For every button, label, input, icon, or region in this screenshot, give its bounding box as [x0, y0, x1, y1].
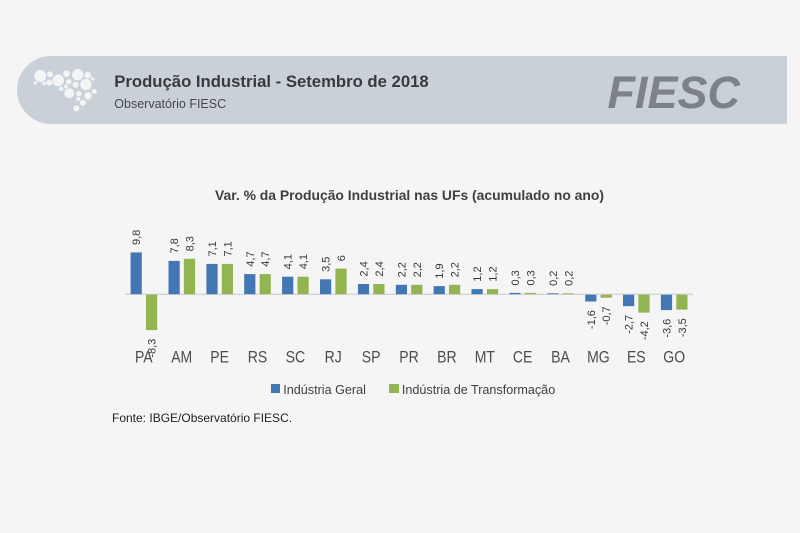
- svg-text:1,2: 1,2: [488, 266, 500, 281]
- svg-text:0,3: 0,3: [510, 270, 522, 285]
- svg-text:-3,5: -3,5: [677, 318, 689, 337]
- svg-text:3,5: 3,5: [321, 257, 333, 272]
- svg-text:-1,6: -1,6: [586, 310, 598, 329]
- svg-text:1,2: 1,2: [472, 266, 484, 281]
- svg-text:4,7: 4,7: [260, 251, 272, 266]
- svg-text:6: 6: [336, 255, 348, 261]
- svg-text:MT: MT: [475, 348, 495, 367]
- svg-text:4,1: 4,1: [283, 254, 295, 269]
- svg-text:4,7: 4,7: [245, 251, 257, 266]
- svg-text:PA: PA: [135, 348, 153, 367]
- svg-text:BR: BR: [437, 348, 457, 367]
- svg-text:2,2: 2,2: [396, 262, 408, 277]
- svg-text:1,9: 1,9: [434, 263, 446, 278]
- svg-text:9,8: 9,8: [131, 230, 143, 245]
- svg-text:7,1: 7,1: [207, 241, 219, 256]
- svg-text:AM: AM: [171, 348, 192, 367]
- svg-text:-2,7: -2,7: [624, 315, 636, 334]
- svg-text:PE: PE: [210, 348, 229, 367]
- svg-text:0,2: 0,2: [563, 271, 575, 286]
- svg-text:RJ: RJ: [325, 348, 342, 367]
- svg-text:7,8: 7,8: [169, 238, 181, 253]
- svg-text:2,4: 2,4: [374, 261, 386, 276]
- svg-text:2,2: 2,2: [412, 262, 424, 277]
- svg-text:2,2: 2,2: [450, 262, 462, 277]
- svg-text:BA: BA: [551, 348, 570, 367]
- svg-text:RS: RS: [248, 348, 268, 367]
- svg-text:2,4: 2,4: [359, 261, 371, 276]
- svg-text:8,3: 8,3: [185, 236, 197, 251]
- svg-text:0,2: 0,2: [548, 271, 560, 286]
- svg-text:-0,7: -0,7: [601, 306, 613, 325]
- svg-text:0,3: 0,3: [525, 270, 537, 285]
- svg-text:GO: GO: [663, 348, 685, 367]
- svg-text:-4,2: -4,2: [639, 321, 651, 340]
- svg-text:MG: MG: [587, 348, 610, 367]
- svg-text:SP: SP: [362, 348, 381, 367]
- svg-text:SC: SC: [286, 348, 306, 367]
- svg-text:4,1: 4,1: [298, 254, 310, 269]
- svg-text:PR: PR: [399, 348, 419, 367]
- svg-text:ES: ES: [627, 348, 646, 367]
- svg-text:-3,6: -3,6: [662, 319, 674, 338]
- svg-text:CE: CE: [513, 348, 533, 367]
- svg-text:7,1: 7,1: [222, 241, 234, 256]
- svg-text:-8,3: -8,3: [147, 339, 159, 358]
